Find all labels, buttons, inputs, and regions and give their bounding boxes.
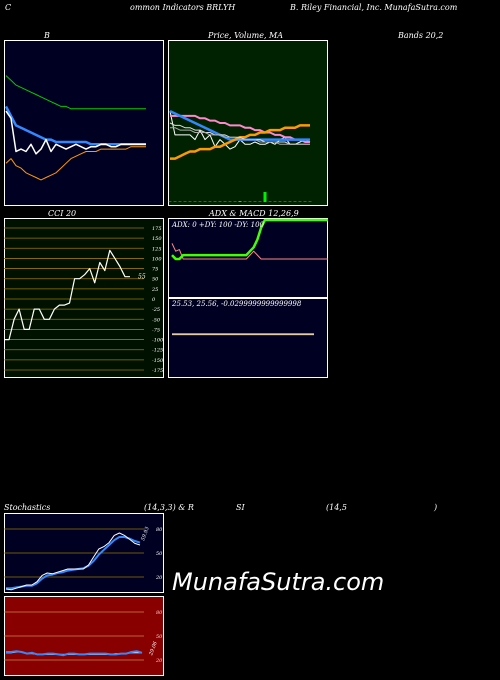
price-volume-chart	[168, 40, 328, 206]
volume-bar	[248, 201, 252, 202]
volume-bar	[198, 201, 202, 202]
volume-bar	[278, 201, 282, 202]
volume-bar	[218, 201, 222, 202]
cci-last-label: 55	[138, 274, 146, 281]
volume-bar	[208, 201, 212, 202]
volume-bar	[188, 201, 192, 202]
volume-bar	[203, 201, 207, 202]
volume-bar	[183, 201, 187, 202]
cci-line	[4, 249, 130, 341]
volume-bar	[268, 201, 272, 202]
volume-bar	[243, 201, 247, 202]
stoch-tick-label: 50	[156, 551, 163, 557]
bb-title: B	[44, 31, 50, 40]
rsi-close: )	[434, 503, 438, 512]
volume-bar	[233, 201, 237, 202]
volume-bar	[288, 201, 292, 202]
bands-title: Bands 20,2	[398, 31, 444, 40]
panel-background	[4, 218, 164, 378]
volume-bar	[193, 201, 197, 202]
cci-tick-label: 100	[152, 256, 162, 262]
stoch-tick-label: 80	[156, 527, 163, 533]
macd-chart: 25.53, 25.56, -0.0299999999999998	[168, 298, 328, 378]
bollinger-bands-chart	[4, 40, 164, 206]
ma-line-5	[170, 127, 310, 145]
adx-chart: ADX: 0 +DY: 100 -DY: 100	[168, 218, 328, 298]
lower-band-line	[5, 146, 146, 181]
header-indicators: ommon Indicators BRLYH	[130, 3, 236, 12]
stoch-last-label: 59.93	[140, 526, 151, 542]
cci-tick-label: 50	[152, 277, 159, 283]
volume-bar	[308, 201, 312, 202]
rsi-line	[6, 650, 143, 657]
stoch-k-line	[5, 532, 141, 591]
dy-line	[171, 243, 328, 260]
volume-bar	[253, 201, 257, 202]
volume-bar	[293, 201, 297, 202]
cci-tick-label: 150	[152, 236, 162, 242]
adx-line	[171, 218, 328, 261]
ma-line-1	[170, 114, 310, 143]
volume-bar	[298, 201, 302, 202]
ma-line-4	[169, 122, 310, 145]
rsi-params: (14,5	[326, 503, 347, 512]
stoch-title: Stochastics	[4, 503, 51, 512]
cci-tick-label: -100	[152, 338, 164, 344]
rsi-tick-label: 20	[155, 658, 163, 664]
cci-tick-label: -175	[152, 368, 163, 374]
stochastics-chart: 80 50 20 59.93	[4, 513, 164, 593]
stoch-d-line	[6, 536, 141, 590]
cci-tick-label: -75	[152, 327, 160, 333]
cci-tick-label: -25	[152, 307, 160, 313]
price-line	[5, 110, 146, 155]
rsi-tick-label: 50	[156, 634, 163, 640]
cci-tick-label: 75	[152, 267, 158, 273]
cci-tick-label: 125	[152, 246, 162, 252]
volume-bar	[178, 201, 182, 202]
cci-tick-label: -50	[152, 317, 161, 323]
volume-bar	[283, 201, 287, 202]
cci-tick-label: 0	[152, 297, 156, 303]
rsi-last-label: 29.06	[148, 640, 159, 657]
price-title: Price, Volume, MA	[208, 31, 284, 40]
cci-tick-label: -150	[152, 358, 164, 364]
panel-background	[168, 298, 328, 378]
volume-bar	[238, 201, 242, 202]
volume-bar	[228, 201, 232, 202]
cci-tick-label: 25	[151, 287, 158, 293]
header-c: C	[5, 3, 12, 12]
adx-title: ADX & MACD 12,26,9	[209, 209, 299, 218]
volume-bar	[273, 201, 277, 202]
panel-background	[4, 40, 164, 206]
cci-tick-label: 175	[152, 226, 162, 232]
upper-band-line	[5, 75, 146, 110]
rsi-tick-label: 80	[156, 610, 163, 616]
stoch-tick-label: 20	[155, 575, 163, 581]
volume-bar	[303, 201, 307, 202]
volume-bar	[223, 201, 227, 202]
cci-chart: 175 150 125 100 75 50 25 0 -25 -50 -75 -100 -125 -150…	[4, 218, 164, 378]
volume-bar	[263, 192, 267, 202]
volume-bar	[173, 201, 177, 202]
panel-background	[168, 218, 328, 298]
stoch-params: (14,3,3) & R	[144, 503, 194, 512]
volume-bar	[213, 201, 217, 202]
rsi-title: SI	[236, 503, 245, 512]
cci-tick-label: -125	[152, 348, 163, 354]
cci-title: CCI 20	[48, 209, 77, 218]
volume-bar	[258, 201, 262, 202]
macd-readout: 25.53, 25.56, -0.0299999999999998	[171, 300, 302, 308]
adx-readout: ADX: 0 +DY: 100 -DY: 100	[171, 221, 265, 229]
header-company: B. Riley Financial, Inc. MunafaSutra.com	[290, 3, 458, 12]
volume-bar	[168, 201, 172, 202]
watermark: MunafaSutra.com	[172, 568, 385, 596]
